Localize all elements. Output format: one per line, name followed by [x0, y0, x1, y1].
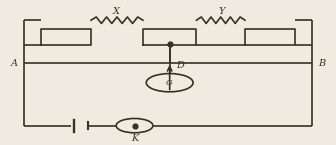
Text: B: B	[318, 59, 326, 68]
Text: X: X	[113, 7, 120, 16]
Text: G: G	[166, 79, 173, 87]
Text: Y: Y	[218, 7, 225, 16]
Text: D: D	[176, 61, 184, 70]
Text: A: A	[10, 59, 17, 68]
Text: K: K	[131, 134, 138, 143]
